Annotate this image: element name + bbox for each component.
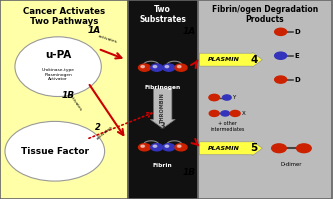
Text: u-PA: u-PA: [45, 50, 71, 60]
Text: 3: 3: [160, 122, 166, 131]
Text: 5: 5: [250, 143, 258, 153]
Circle shape: [139, 64, 151, 71]
Circle shape: [163, 144, 175, 151]
Text: Two
Substrates: Two Substrates: [139, 5, 186, 24]
Circle shape: [163, 64, 175, 71]
Circle shape: [175, 64, 187, 71]
Circle shape: [209, 94, 219, 101]
Circle shape: [275, 28, 287, 35]
FancyBboxPatch shape: [0, 0, 128, 199]
Ellipse shape: [15, 37, 101, 97]
Circle shape: [177, 65, 181, 68]
Text: activates: activates: [98, 34, 118, 44]
Text: D: D: [294, 77, 300, 83]
Circle shape: [165, 145, 169, 147]
Text: Urokinase-type
Plasminogen
Activator: Urokinase-type Plasminogen Activator: [42, 68, 75, 81]
FancyArrow shape: [199, 141, 262, 156]
Text: activates: activates: [68, 93, 83, 112]
Circle shape: [175, 144, 187, 151]
Text: Tissue Factor: Tissue Factor: [21, 147, 89, 156]
Circle shape: [177, 145, 181, 147]
Text: 1B: 1B: [183, 168, 196, 177]
Circle shape: [221, 111, 229, 116]
Circle shape: [230, 110, 240, 116]
Circle shape: [141, 65, 145, 68]
Text: activates: activates: [96, 124, 114, 140]
Text: D-dimer: D-dimer: [281, 162, 302, 167]
Text: THROMBIN: THROMBIN: [160, 92, 165, 123]
Circle shape: [153, 65, 157, 68]
Circle shape: [153, 145, 157, 147]
FancyArrow shape: [150, 89, 175, 128]
Circle shape: [275, 52, 287, 59]
Circle shape: [222, 95, 231, 100]
Text: 2: 2: [95, 123, 101, 132]
Circle shape: [209, 110, 219, 116]
Circle shape: [275, 76, 287, 83]
Text: E: E: [294, 53, 299, 59]
Text: D: D: [294, 29, 300, 35]
Text: Fibrin: Fibrin: [153, 163, 172, 168]
Text: Y: Y: [232, 95, 236, 100]
Text: Fibrinogen: Fibrinogen: [145, 85, 181, 90]
Text: 1A: 1A: [88, 26, 101, 35]
Text: PLASMIN: PLASMIN: [208, 57, 240, 62]
Text: 4: 4: [250, 55, 258, 65]
Circle shape: [151, 64, 163, 71]
Text: PLASMIN: PLASMIN: [208, 146, 240, 151]
Text: + other
intermediates: + other intermediates: [210, 121, 245, 132]
Text: X: X: [241, 111, 245, 116]
Circle shape: [151, 144, 163, 151]
FancyArrow shape: [199, 52, 262, 67]
Text: Fibrin/ogen Degradation
Products: Fibrin/ogen Degradation Products: [212, 5, 318, 24]
Text: 1A: 1A: [183, 27, 196, 36]
Circle shape: [141, 145, 145, 147]
Ellipse shape: [5, 121, 105, 181]
Circle shape: [139, 144, 151, 151]
Circle shape: [165, 65, 169, 68]
Circle shape: [272, 144, 286, 153]
FancyBboxPatch shape: [128, 0, 197, 199]
Text: Cancer Activates
Two Pathways: Cancer Activates Two Pathways: [23, 7, 105, 26]
Text: 1B: 1B: [62, 91, 75, 100]
Circle shape: [297, 144, 311, 153]
FancyBboxPatch shape: [197, 0, 332, 199]
